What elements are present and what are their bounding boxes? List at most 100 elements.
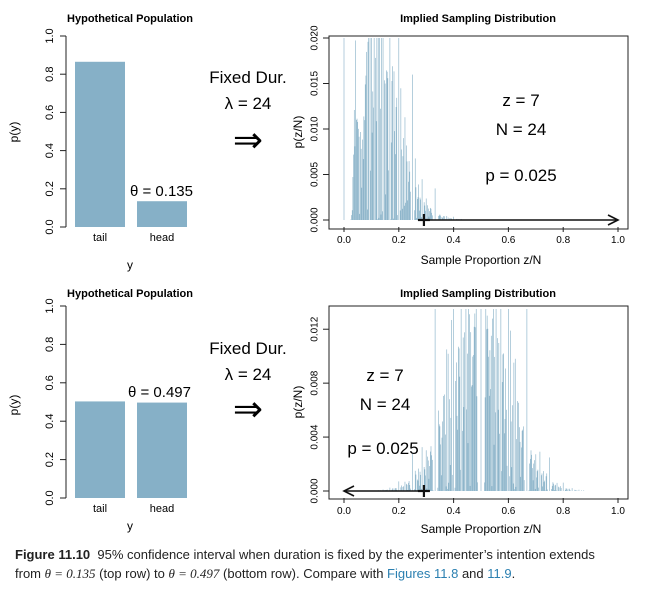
- histogram-bar: [502, 354, 504, 491]
- histogram-bar: [569, 489, 571, 491]
- histogram-bar: [417, 197, 419, 220]
- histogram-bar: [575, 490, 576, 491]
- histogram-bar: [395, 488, 396, 491]
- sampling-plot-frame: [328, 305, 629, 500]
- sampling-x-tick-label: 0.4: [447, 506, 461, 517]
- histogram-bar: [427, 460, 429, 491]
- n-label: N = 24: [360, 395, 411, 414]
- histogram-bar: [414, 470, 416, 491]
- sampling-x-tick-label: 1.0: [611, 506, 625, 517]
- histogram-bar: [408, 482, 409, 491]
- p-label: p = 0.025: [485, 166, 556, 185]
- histogram-bar: [504, 418, 506, 491]
- histogram-bar: [444, 394, 446, 491]
- sampling-y-tick-label: 0.020: [310, 25, 321, 50]
- fixed-duration-label: Fixed Dur.: [209, 339, 286, 358]
- sampling-ylabel: p(z/N): [291, 116, 305, 149]
- histogram-bar: [505, 368, 506, 491]
- histogram-bar: [509, 476, 511, 491]
- histogram-bar: [566, 488, 567, 491]
- histogram-bar: [445, 434, 446, 491]
- histogram-bar: [454, 487, 456, 491]
- caption-link-figure-11-9[interactable]: 11.9: [487, 566, 512, 581]
- histogram-bar: [425, 450, 427, 491]
- histogram-bar: [416, 479, 418, 491]
- histogram-bar: [498, 342, 500, 491]
- sampling-y-tick-label: 0.012: [310, 316, 321, 341]
- caption-link-figures-11-8[interactable]: Figures 11.8: [387, 566, 459, 581]
- histogram-bar: [363, 116, 365, 220]
- population-xlabel: y: [127, 258, 133, 272]
- histogram-bar: [460, 309, 462, 491]
- histogram-bar: [554, 485, 556, 491]
- histogram-bar: [463, 407, 465, 491]
- histogram-bar: [473, 355, 474, 491]
- histogram-bar: [379, 108, 381, 220]
- arrowhead-icon: [607, 214, 620, 226]
- histogram-bar: [494, 356, 496, 491]
- histogram-bar: [406, 145, 407, 220]
- sampling-y-tick-label: 0.008: [310, 370, 321, 395]
- histogram-bar: [427, 205, 428, 220]
- sampling-xlabel: Sample Proportion z/N: [421, 253, 542, 267]
- population-y-tick-label: 0.2: [44, 452, 56, 467]
- sampling-y-ticks: 0.000 0.004 0.008 0.012: [310, 316, 329, 504]
- histogram-bar: [512, 405, 513, 491]
- sampling-title: Implied Sampling Distribution: [400, 288, 556, 300]
- histogram-bar: [432, 215, 433, 220]
- histogram-bar: [514, 358, 516, 491]
- histogram-bar: [574, 489, 576, 491]
- histogram-bar: [373, 107, 374, 220]
- histogram-bar: [475, 309, 477, 491]
- histogram-bar: [432, 490, 434, 491]
- histogram-bar: [370, 170, 372, 220]
- histogram-bar: [438, 215, 440, 220]
- histogram-bar: [343, 38, 345, 220]
- histogram-bar: [565, 488, 567, 491]
- histogram-bar: [553, 490, 555, 491]
- histogram-bar: [451, 319, 452, 491]
- histogram-bar: [418, 468, 419, 491]
- histogram-bar: [404, 117, 406, 220]
- figure-row-bottom: Hypothetical Population 0.0 0.2 0.4 0.6 0.8 1…: [7, 288, 629, 536]
- histogram-bar: [358, 128, 359, 220]
- histogram-bar: [429, 211, 430, 220]
- sampling-title: Implied Sampling Distribution: [400, 13, 556, 25]
- sampling-ylabel: p(z/N): [291, 386, 305, 419]
- histogram-bar: [432, 459, 433, 491]
- figure-row-top: Hypothetical Population 0.0 0.2 0.4 0.6 0.8 1…: [7, 13, 629, 272]
- histogram-bar: [480, 309, 482, 491]
- histogram-bar: [412, 74, 413, 220]
- sampling-y-tick-label: 0.015: [310, 71, 321, 96]
- histogram-bar: [474, 313, 476, 491]
- histogram-bar: [503, 433, 505, 491]
- histogram-bar: [382, 38, 384, 220]
- histogram-bar: [493, 309, 494, 491]
- histogram-bar: [491, 486, 493, 491]
- histogram-bar: [551, 485, 553, 491]
- histogram-bar: [395, 488, 397, 491]
- histogram-bar: [462, 337, 464, 491]
- histogram-bar: [441, 437, 443, 491]
- histogram-bar: [365, 75, 367, 221]
- histogram-bar: [501, 382, 503, 491]
- histogram-bar: [388, 170, 389, 220]
- histogram-bar: [392, 488, 393, 491]
- histogram-bar: [379, 38, 380, 220]
- population-ylabel: p(y): [7, 395, 21, 416]
- histogram-bar: [427, 208, 429, 220]
- histogram-bar: [431, 212, 432, 220]
- sampling-x-tick-label: 0.2: [392, 235, 406, 246]
- population-x-tick-label: tail: [93, 232, 107, 244]
- histogram-bar: [458, 348, 460, 491]
- histogram-bar: [437, 487, 439, 491]
- histogram-bar: [455, 380, 456, 491]
- histogram-bar: [441, 217, 443, 220]
- histogram-bar: [366, 209, 368, 220]
- histogram-bar: [532, 468, 533, 491]
- histogram-bar: [408, 181, 409, 220]
- population-y-ticks: 0.0 0.2 0.4 0.6 0.8 1.0: [44, 28, 66, 235]
- histogram-bar: [351, 215, 352, 220]
- histogram-bar: [453, 216, 454, 220]
- fixed-duration-label: Fixed Dur.: [209, 68, 286, 87]
